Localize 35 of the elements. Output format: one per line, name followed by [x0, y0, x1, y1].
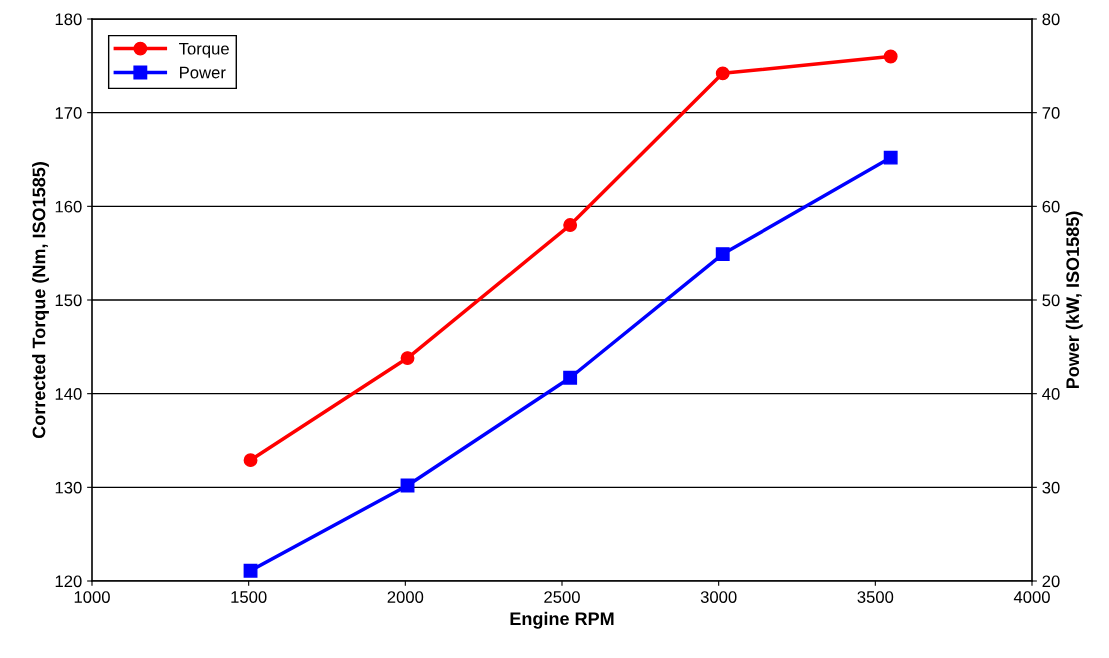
y2-axis-title: Power (kW, ISO1585)	[1065, 211, 1083, 389]
point	[563, 218, 578, 233]
y-tick-label: 150	[55, 294, 82, 307]
y-tick-label: 140	[55, 388, 82, 400]
y2-tick-label: 60	[1042, 200, 1060, 213]
y2-tick-label: 20	[1042, 575, 1060, 588]
y-axis-title: Corrected Torque (Nm, ISO1585)	[32, 162, 49, 439]
y-tick-label: 180	[55, 13, 82, 26]
x-tick-label: 3500	[857, 591, 894, 603]
y-tick-label: 120	[55, 575, 82, 588]
y2-tick-label: 30	[1042, 481, 1060, 494]
legend-label: Power	[180, 66, 226, 79]
legend-label: Torque	[179, 42, 229, 58]
point	[243, 563, 258, 578]
y-tick-label: 130	[55, 481, 82, 494]
point	[715, 247, 730, 262]
y-tick-label: 170	[55, 107, 82, 119]
x-tick-label: 1000	[74, 591, 110, 603]
y2-tick-label: 50	[1042, 294, 1060, 307]
y2-tick-label: 40	[1042, 388, 1060, 400]
x-axis-title: Engine RPM	[510, 611, 614, 629]
x-tick-label: 4000	[1013, 591, 1050, 603]
point	[563, 370, 578, 385]
x-tick-label: 2500	[544, 591, 580, 603]
point	[883, 49, 898, 64]
point	[883, 150, 898, 165]
y-tick-label: 160	[55, 200, 82, 213]
y2-tick-label: 80	[1042, 13, 1060, 26]
point	[243, 453, 258, 468]
x-tick-label: 3000	[700, 591, 737, 603]
x-tick-label: 2000	[387, 591, 424, 603]
point	[400, 351, 415, 366]
point	[715, 66, 730, 81]
x-tick-label: 1500	[231, 591, 267, 603]
y2-tick-label: 70	[1042, 107, 1060, 119]
